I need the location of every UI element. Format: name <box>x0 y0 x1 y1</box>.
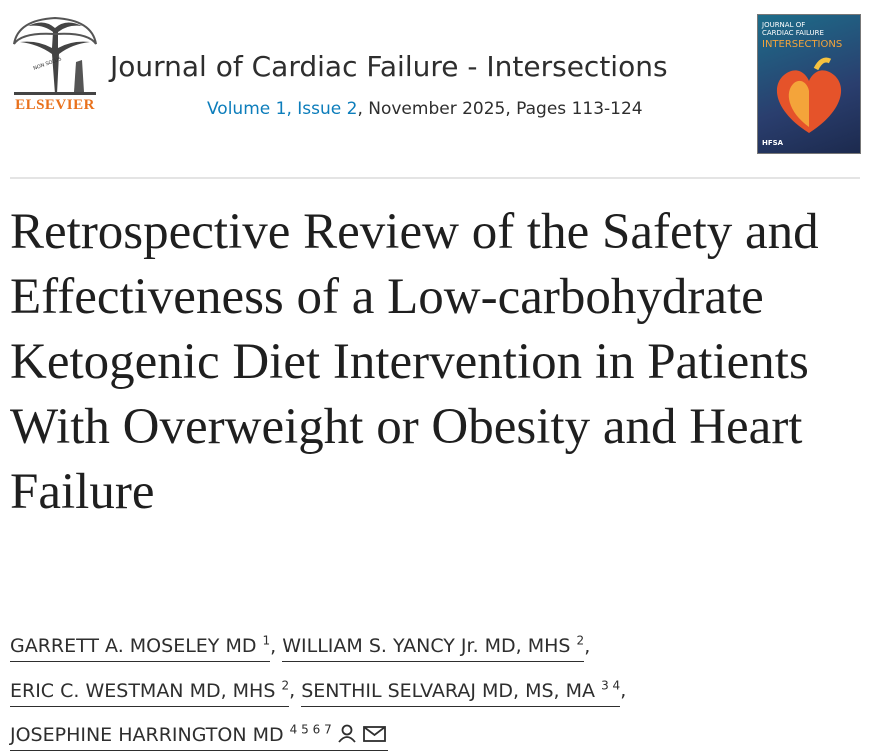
author-separator: , <box>270 635 277 658</box>
journal-cover[interactable]: JOURNAL OF CARDIAC FAILURE INTERSECTIONS… <box>757 14 861 154</box>
author-separator: , <box>584 635 591 658</box>
author-link[interactable]: SENTHIL SELVARAJ MD, MS, MA 3 4 <box>301 678 621 707</box>
article-title: Retrospective Review of the Safety and E… <box>10 204 819 520</box>
affiliation-ref[interactable]: 7 <box>324 722 332 737</box>
journal-name[interactable]: Journal of Cardiac Failure - Intersectio… <box>110 50 668 83</box>
author-link[interactable]: JOSEPHINE HARRINGTON MD 4 5 6 7 <box>10 723 388 751</box>
author-name: JOSEPHINE HARRINGTON MD <box>10 723 284 746</box>
affiliation-refs: 2 <box>281 678 289 692</box>
affiliation-ref[interactable]: 1 <box>262 634 271 648</box>
affiliation-ref[interactable]: 6 <box>312 722 321 737</box>
cover-society: HFSA <box>762 139 784 147</box>
affiliation-refs: 4 5 6 7 <box>290 723 332 737</box>
elsevier-logo: NON SOLUS <box>8 14 102 96</box>
author-name: ERIC C. WESTMAN MD, MHS <box>10 679 276 702</box>
affiliation-ref[interactable]: 2 <box>576 634 585 648</box>
affiliation-refs: 3 4 <box>601 678 620 692</box>
author-list: GARRETT A. MOSELEY MD 1, WILLIAM S. YANC… <box>10 622 626 755</box>
affiliation-ref[interactable]: 2 <box>281 678 290 693</box>
affiliation-ref[interactable]: 4 <box>612 678 621 693</box>
affiliation-refs: 2 <box>577 634 585 648</box>
author-separator: , <box>289 679 296 702</box>
author-name: WILLIAM S. YANCY Jr. MD, MHS <box>282 635 571 658</box>
author-name: SENTHIL SELVARAJ MD, MS, MA <box>301 679 596 702</box>
affiliation-refs: 1 <box>263 634 271 648</box>
divider <box>10 177 860 179</box>
affiliation-ref[interactable]: 3 <box>601 678 609 693</box>
publisher: ELSEVIER <box>15 97 95 113</box>
affiliation-ref[interactable]: 5 <box>301 722 309 737</box>
issue-link[interactable]: Volume 1, Issue 2 <box>207 99 358 119</box>
issue-info: Volume 1, Issue 2, November 2025, Pages … <box>207 99 643 119</box>
cover-heart <box>776 57 842 133</box>
author-link[interactable]: WILLIAM S. YANCY Jr. MD, MHS 2 <box>282 634 585 663</box>
author-icons[interactable] <box>336 723 388 743</box>
author-link[interactable]: GARRETT A. MOSELEY MD 1 <box>10 634 271 663</box>
author-name: GARRETT A. MOSELEY MD <box>10 635 257 658</box>
issue-details: , November 2025, Pages 113-124 <box>357 99 643 119</box>
author-link[interactable]: ERIC C. WESTMAN MD, MHS 2 <box>10 678 290 707</box>
author-separator: , <box>620 679 627 702</box>
cover-title: JOURNAL OF CARDIAC FAILURE <box>762 21 824 37</box>
affiliation-ref[interactable]: 4 <box>289 722 298 737</box>
cover-subtitle: INTERSECTIONS <box>762 39 843 50</box>
